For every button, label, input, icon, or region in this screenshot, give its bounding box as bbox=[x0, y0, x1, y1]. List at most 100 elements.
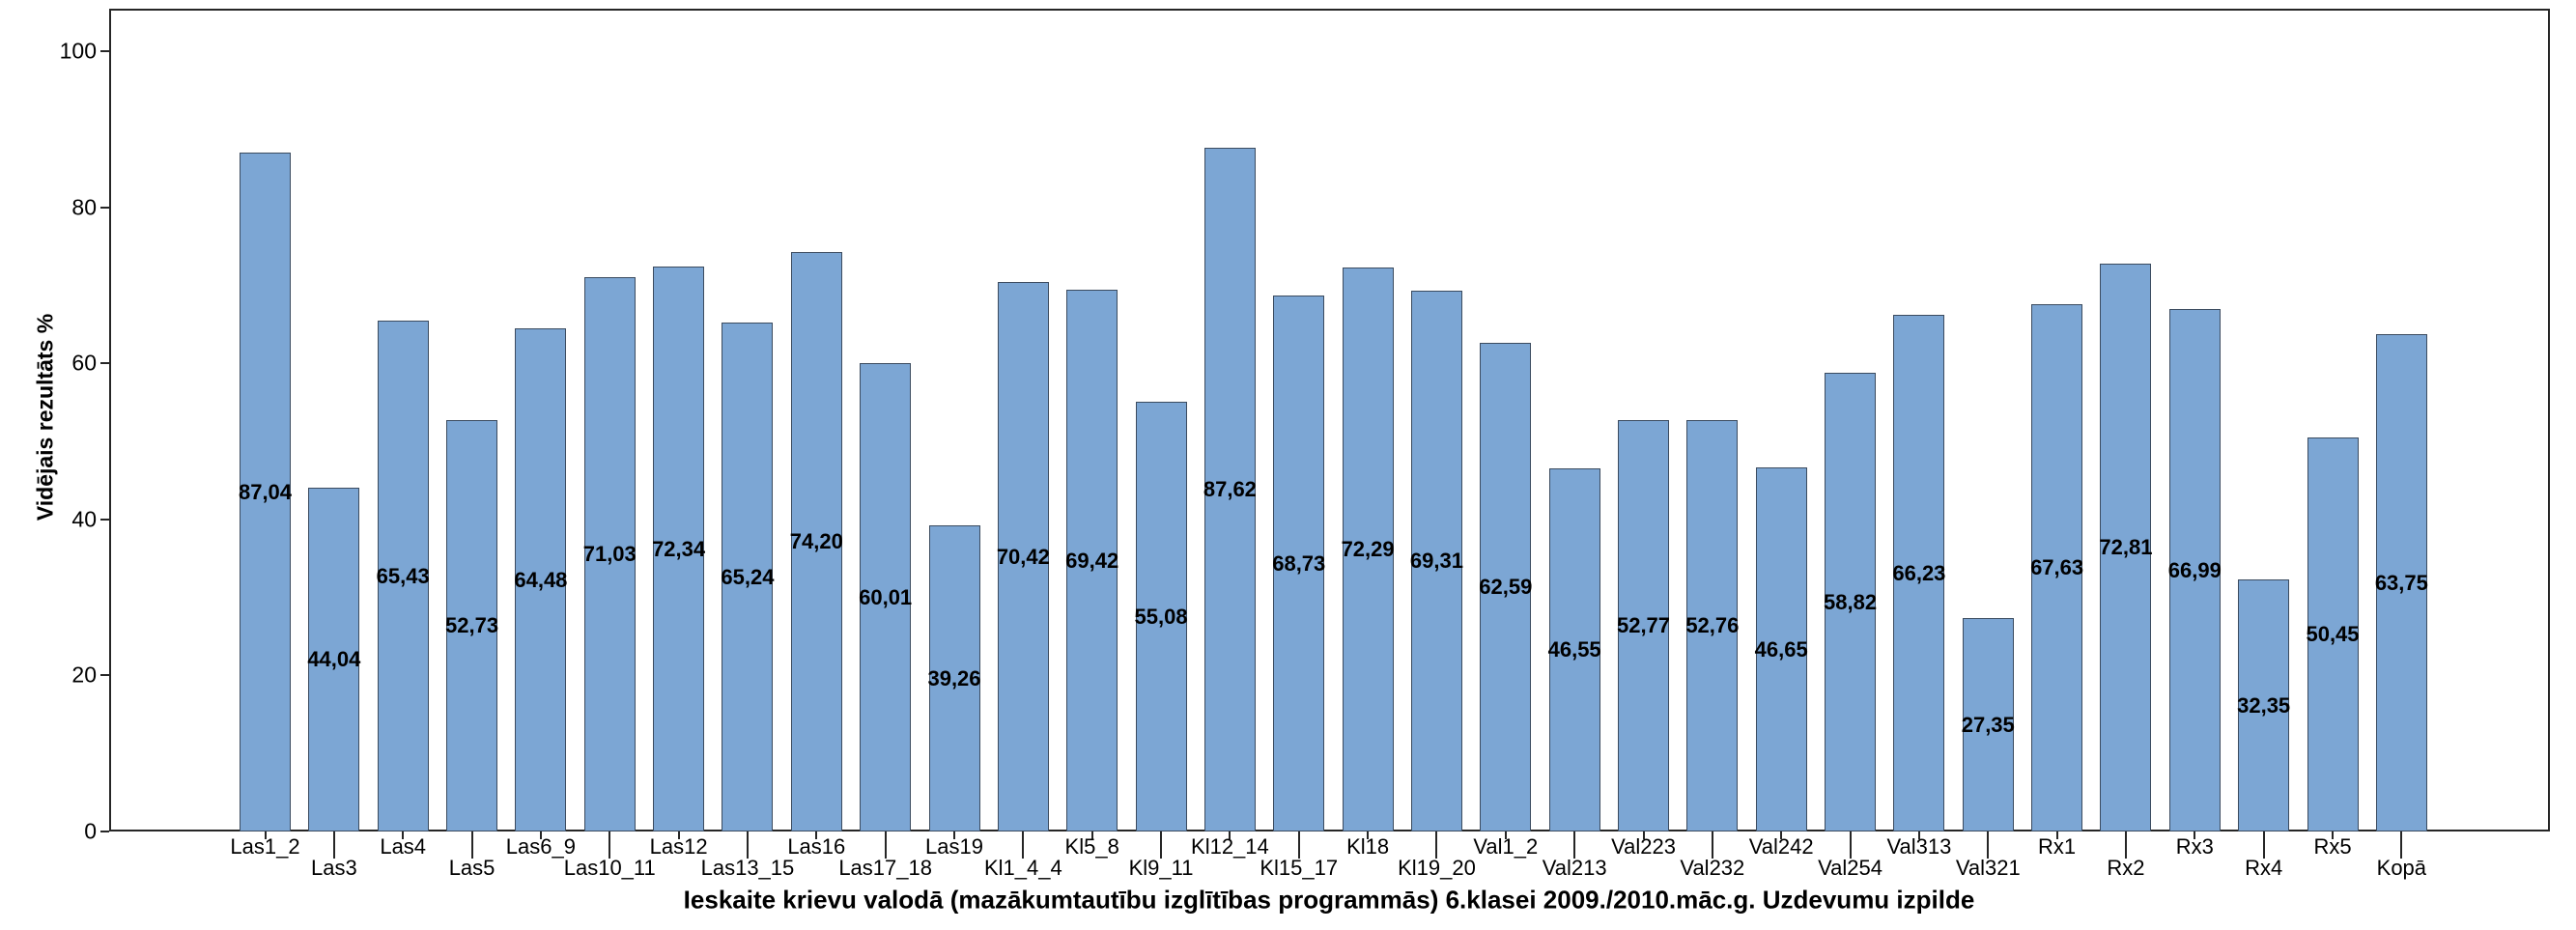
x-tick-label: Las10_11 bbox=[563, 856, 656, 880]
x-axis-tick bbox=[1987, 831, 1990, 859]
x-tick-label: Kopā bbox=[2376, 856, 2427, 880]
x-tick-label: Kl15_17 bbox=[1260, 856, 1339, 880]
x-axis-tick bbox=[2332, 831, 2334, 839]
bar-Las1_2 bbox=[240, 153, 291, 831]
bar-value-label: 32,35 bbox=[2237, 692, 2291, 718]
x-axis-tick bbox=[2055, 831, 2058, 839]
x-tick-label: Las17_18 bbox=[838, 856, 932, 880]
bar-Las10_11 bbox=[584, 277, 636, 831]
x-axis-tick bbox=[1435, 831, 1438, 859]
y-tick-label: 100 bbox=[59, 38, 97, 64]
bar-value-label: 52,77 bbox=[1616, 613, 1671, 637]
y-tick-label: 60 bbox=[71, 350, 97, 376]
y-axis-tick bbox=[100, 831, 109, 832]
x-tick-label: Las1_2 bbox=[230, 834, 300, 859]
bar-Las12 bbox=[653, 267, 704, 831]
bar-Las16 bbox=[791, 252, 842, 831]
bar-value-label: 58,82 bbox=[1824, 589, 1878, 614]
bar-value-label: 44,04 bbox=[307, 647, 361, 671]
x-axis-tick bbox=[1504, 831, 1507, 839]
y-axis-tick bbox=[100, 518, 109, 521]
bar-value-label: 70,42 bbox=[996, 544, 1050, 569]
bar-value-label: 72,81 bbox=[2099, 535, 2153, 559]
x-axis-tick bbox=[402, 831, 405, 839]
x-tick-label: Las4 bbox=[380, 834, 427, 859]
x-axis-tick bbox=[1022, 831, 1025, 859]
bar-value-label: 87,04 bbox=[238, 479, 293, 504]
bar-value-label: 72,29 bbox=[1341, 537, 1395, 561]
x-tick-label: Las19 bbox=[925, 834, 983, 859]
x-tick-label: Rx4 bbox=[2245, 856, 2283, 880]
bar-value-label: 46,65 bbox=[1754, 636, 1808, 662]
bar-Kopā bbox=[2376, 334, 2427, 831]
x-axis-tick bbox=[884, 831, 887, 859]
bar-value-label: 27,35 bbox=[1961, 712, 2015, 737]
x-axis-tick bbox=[539, 831, 542, 839]
x-axis-title: Ieskaite krievu valodā (mazākumtautību i… bbox=[683, 885, 1975, 915]
bar-Rx1 bbox=[2031, 304, 2082, 831]
x-axis-tick bbox=[1573, 831, 1576, 859]
bar-value-label: 52,76 bbox=[1685, 613, 1740, 637]
x-tick-label: Las3 bbox=[310, 856, 357, 880]
bar-value-label: 60,01 bbox=[859, 584, 913, 609]
x-axis-tick bbox=[609, 831, 611, 859]
bar-value-label: 69,31 bbox=[1409, 549, 1463, 573]
bar-Val321 bbox=[1963, 618, 2014, 831]
bar-value-label: 69,42 bbox=[1065, 548, 1119, 573]
bar-Kl5_8 bbox=[1066, 290, 1118, 831]
bar-Las13_15 bbox=[722, 323, 773, 831]
x-axis-tick bbox=[2400, 831, 2403, 859]
y-tick-label: 20 bbox=[71, 662, 97, 688]
bar-Rx4 bbox=[2238, 579, 2289, 831]
bar-value-label: 46,55 bbox=[1547, 637, 1601, 662]
bar-Rx2 bbox=[2100, 264, 2151, 831]
bar-value-label: 68,73 bbox=[1272, 550, 1326, 576]
bar-Val1_2 bbox=[1480, 343, 1531, 831]
x-axis-tick bbox=[1711, 831, 1713, 859]
x-tick-label: Kl12_14 bbox=[1191, 834, 1269, 859]
bar-Las5 bbox=[446, 420, 497, 831]
bar-Kl15_17 bbox=[1273, 296, 1324, 831]
y-axis-tick bbox=[100, 50, 109, 52]
bar-Kl19_20 bbox=[1411, 291, 1462, 831]
x-tick-label: Rx3 bbox=[2175, 834, 2214, 859]
bar-Las6_9 bbox=[515, 328, 566, 831]
x-tick-label: Kl19_20 bbox=[1398, 856, 1476, 880]
y-axis-title: Vidējais rezultāts % bbox=[32, 313, 58, 521]
x-tick-label: Val213 bbox=[1542, 856, 1607, 880]
bar-value-label: 66,99 bbox=[2167, 557, 2222, 582]
x-tick-label: Val223 bbox=[1611, 834, 1676, 859]
x-axis-tick bbox=[1642, 831, 1645, 839]
x-axis-tick bbox=[746, 831, 749, 859]
bar-value-label: 87,62 bbox=[1203, 477, 1257, 501]
bar-value-label: 65,24 bbox=[721, 564, 775, 589]
x-tick-label: Kl5_8 bbox=[1064, 834, 1119, 859]
x-tick-label: Rx5 bbox=[2313, 834, 2352, 859]
bar-Kl18 bbox=[1343, 268, 1394, 831]
x-axis-tick bbox=[264, 831, 267, 839]
x-axis-tick bbox=[1090, 831, 1093, 839]
bar-value-label: 52,73 bbox=[445, 613, 499, 637]
y-tick-label: 0 bbox=[84, 818, 97, 844]
x-axis-tick bbox=[1780, 831, 1783, 839]
y-tick-label: 40 bbox=[71, 506, 97, 532]
bar-Kl1_4_4 bbox=[998, 282, 1049, 831]
x-axis-tick bbox=[1229, 831, 1231, 839]
bar-value-label: 63,75 bbox=[2374, 570, 2428, 595]
x-axis-tick bbox=[677, 831, 680, 839]
bar-Val242 bbox=[1756, 467, 1807, 831]
bar-value-label: 66,23 bbox=[1892, 560, 1946, 585]
x-axis-tick bbox=[815, 831, 818, 839]
x-tick-label: Val232 bbox=[1680, 856, 1745, 880]
y-axis-tick bbox=[100, 362, 109, 365]
x-tick-label: Rx2 bbox=[2107, 856, 2145, 880]
x-tick-label: Val254 bbox=[1818, 856, 1882, 880]
x-tick-label: Las13_15 bbox=[700, 856, 795, 880]
bar-value-label: 72,34 bbox=[652, 536, 706, 561]
x-axis-tick bbox=[332, 831, 335, 859]
bar-Val232 bbox=[1686, 420, 1738, 831]
x-tick-label: Val313 bbox=[1886, 834, 1952, 859]
x-axis-tick bbox=[2124, 831, 2127, 859]
bar-value-label: 64,48 bbox=[514, 567, 568, 592]
x-tick-label: Las16 bbox=[787, 834, 846, 859]
